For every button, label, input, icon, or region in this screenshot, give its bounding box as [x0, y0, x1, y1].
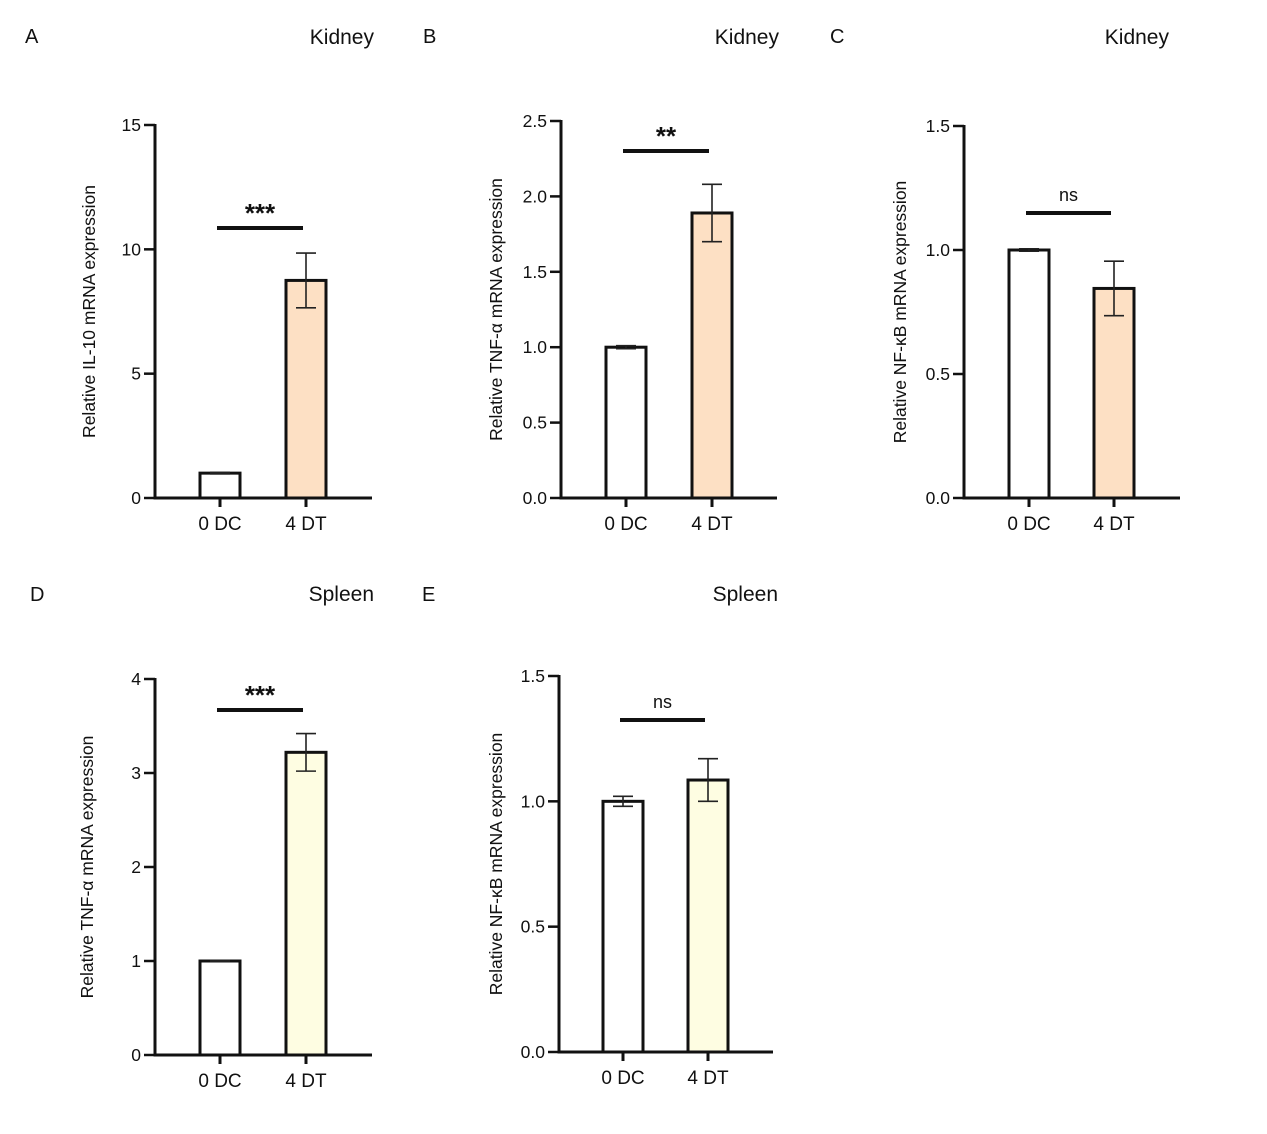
bar-0-dc: [198, 471, 242, 500]
y-tick-label: 0: [131, 1045, 141, 1065]
y-axis-label: Relative NF-κB mRNA expression: [890, 181, 910, 444]
x-tick-label: 0 DC: [1007, 514, 1050, 535]
x-tick-label: 0 DC: [604, 514, 647, 535]
panel-title: Kidney: [715, 26, 780, 49]
y-tick-label: 5: [131, 364, 141, 384]
error-bar: [296, 732, 316, 772]
error-bar: [1104, 260, 1124, 317]
x-tick-label: 0 DC: [601, 1068, 644, 1089]
panel-e: E Spleen Relative NF-κB mRNA expression 0 D…: [422, 583, 778, 1089]
panel-letter: B: [423, 26, 436, 48]
panel-title: Spleen: [309, 583, 374, 606]
panel-letter: C: [830, 26, 844, 48]
y-tick-label: 0.5: [521, 917, 545, 937]
y-tick-label: 0.0: [926, 488, 951, 508]
panel-title: Kidney: [310, 26, 375, 49]
panel-b: B Kidney Relative TNF-α mRNA expression 0 D…: [423, 26, 779, 535]
bar-4-dt: [690, 211, 734, 500]
bar-0-dc: [604, 345, 648, 500]
y-tick-label: 1: [131, 951, 141, 971]
y-axis-label: Relative IL-10 mRNA expression: [79, 185, 99, 438]
panel-letter: D: [30, 584, 44, 606]
y-tick-label: 0.0: [523, 488, 548, 508]
error-bar: [296, 252, 316, 309]
significance-label: ***: [245, 680, 276, 710]
bar-0-dc: [198, 959, 242, 1057]
significance-label: ns: [1059, 185, 1078, 205]
x-tick-label: 4 DT: [687, 1068, 729, 1089]
error-bar: [1019, 247, 1039, 253]
error-bar: [616, 344, 636, 350]
x-tick-label: 4 DT: [691, 514, 733, 535]
panel-c: C Kidney Relative NF-κB mRNA expression 0 D…: [830, 26, 1180, 535]
x-tick-label: 0 DC: [198, 1071, 241, 1092]
panel-letter: A: [25, 26, 39, 48]
bar-4-dt: [284, 750, 328, 1057]
y-tick-label: 1.0: [926, 240, 951, 260]
x-tick-label: 0 DC: [198, 514, 241, 535]
y-axis-label: Relative TNF-α mRNA expression: [486, 178, 506, 441]
significance-label: ns: [653, 692, 672, 712]
y-tick-label: 4: [131, 669, 141, 689]
y-tick-label: 1.5: [926, 116, 950, 136]
y-tick-label: 0: [131, 488, 141, 508]
error-bar: [613, 795, 633, 808]
panel-title: Spleen: [713, 583, 778, 606]
y-tick-label: 1.0: [523, 337, 548, 357]
y-tick-label: 0.5: [523, 413, 547, 433]
panel-a: A Kidney Relative IL-10 mRNA expression 0 D…: [25, 26, 374, 535]
x-tick-label: 4 DT: [1093, 514, 1135, 535]
bar-0-dc: [601, 799, 645, 1054]
bar-0-dc: [1007, 248, 1051, 500]
x-tick-label: 4 DT: [285, 514, 327, 535]
bar-4-dt: [1092, 286, 1136, 500]
y-tick-label: 3: [131, 763, 141, 783]
y-tick-label: 10: [122, 239, 142, 259]
bar-4-dt: [284, 278, 328, 500]
significance-label: **: [656, 121, 677, 151]
error-bar: [702, 183, 722, 243]
y-tick-label: 1.5: [521, 666, 545, 686]
bar-4-dt: [686, 778, 730, 1054]
y-tick-label: 2.5: [523, 111, 547, 131]
y-tick-label: 2: [131, 857, 141, 877]
y-tick-label: 0.5: [926, 364, 950, 384]
panel-letter: E: [422, 584, 435, 606]
panel-title: Kidney: [1105, 26, 1170, 49]
y-tick-label: 1.5: [523, 262, 547, 282]
x-tick-label: 4 DT: [285, 1071, 327, 1092]
error-bar: [698, 757, 718, 803]
panel-d: D Spleen Relative TNF-α mRNA expression 0 D…: [30, 583, 374, 1092]
y-tick-label: 1.0: [521, 791, 546, 811]
y-axis-label: Relative TNF-α mRNA expression: [77, 736, 97, 999]
y-axis-label: Relative NF-κB mRNA expression: [486, 733, 506, 996]
error-bar: [210, 471, 230, 475]
y-tick-label: 2.0: [523, 186, 548, 206]
y-tick-label: 0.0: [521, 1042, 546, 1062]
significance-label: ***: [245, 198, 276, 228]
y-tick-label: 15: [122, 115, 141, 135]
error-bar: [210, 959, 230, 963]
